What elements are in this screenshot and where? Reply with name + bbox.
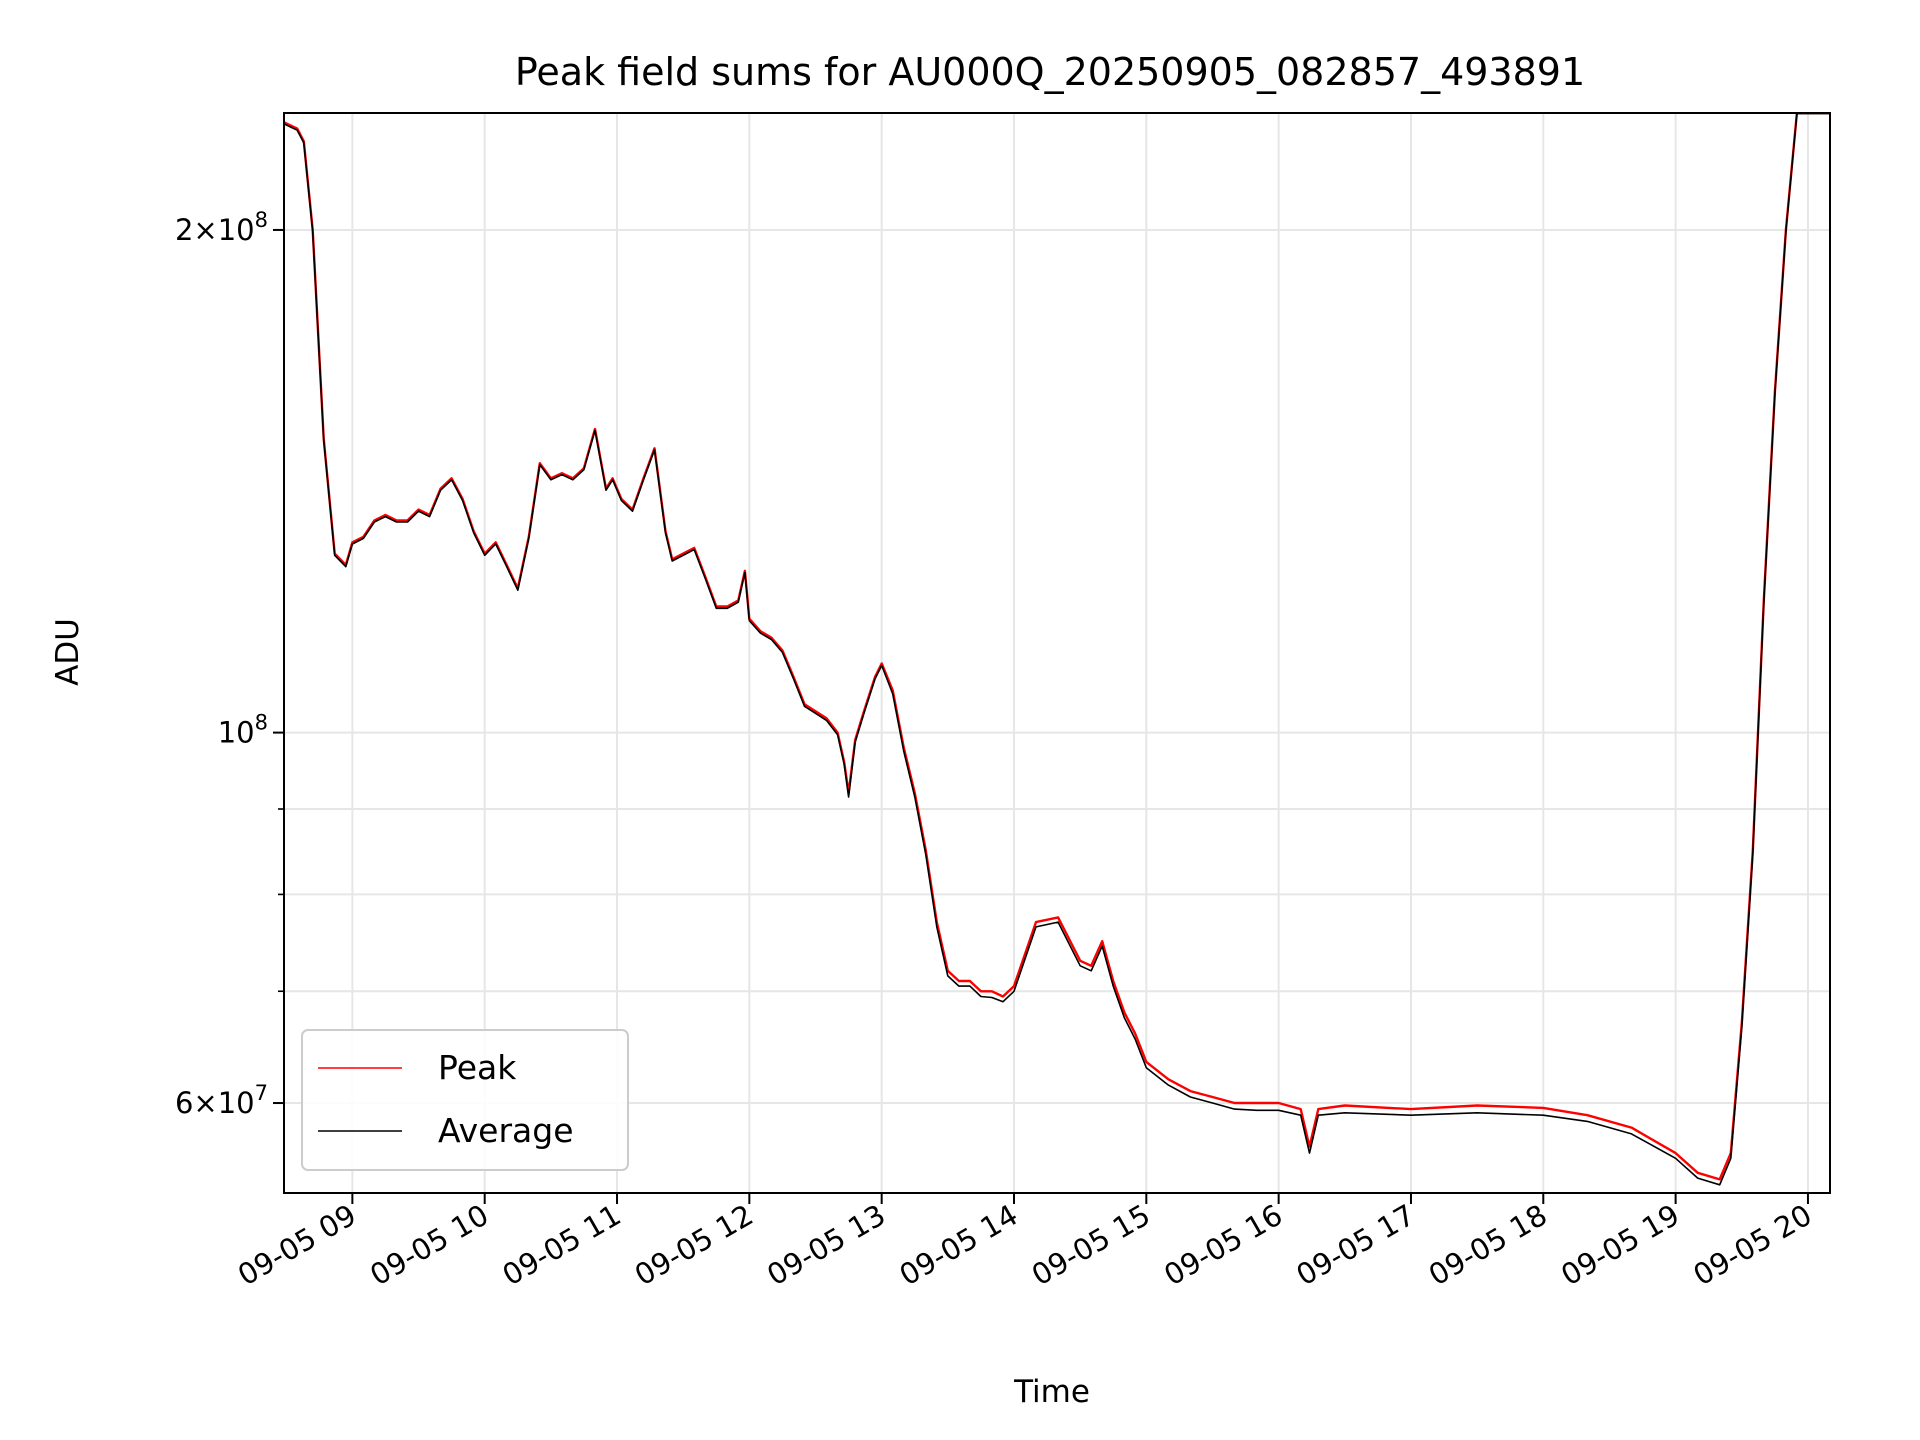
chart-title: Peak field sums for AU000Q_20250905_0828…	[515, 50, 1585, 94]
grid-lines	[284, 113, 1830, 1193]
series-line-average	[284, 113, 1830, 1186]
x-axis-title: Time	[1013, 1374, 1090, 1410]
legend-label-average: Average	[438, 1111, 574, 1150]
legend-box	[301, 1029, 629, 1171]
y-axis-title: ADU	[50, 618, 86, 686]
y-tick-label: 108	[218, 711, 268, 750]
series-lines	[284, 113, 1830, 1186]
legend: Peak Average	[301, 1029, 629, 1171]
y-tick-label: 2×108	[175, 208, 268, 247]
legend-label-peak: Peak	[438, 1048, 517, 1087]
plot-frame	[283, 112, 1831, 1194]
y-tick-label: 6×107	[175, 1081, 268, 1120]
